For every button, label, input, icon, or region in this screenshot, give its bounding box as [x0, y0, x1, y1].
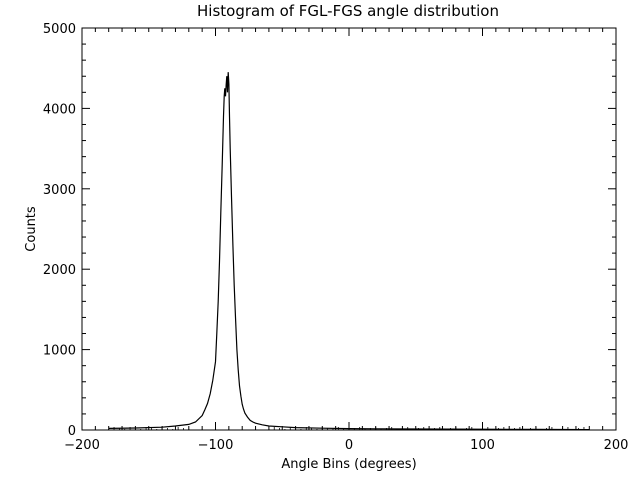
- y-tick-label: 4000: [43, 102, 76, 117]
- x-tick-label: 100: [470, 438, 495, 453]
- x-tick-label: −100: [198, 438, 234, 453]
- x-tick-labels: −200 −100 0 100 200: [64, 438, 628, 453]
- x-tick-label: 0: [345, 438, 353, 453]
- y-tick-labels: 0 1000 2000 3000 4000 5000: [43, 22, 76, 439]
- y-tick-label: 5000: [43, 22, 76, 37]
- series-line: [108, 72, 590, 431]
- y-tick-label: 2000: [43, 263, 76, 278]
- x-tick-label: 200: [604, 438, 629, 453]
- y-axis-label: Counts: [24, 206, 39, 252]
- x-tick-label: −200: [64, 438, 100, 453]
- baseline-noise: [108, 427, 590, 430]
- x-axis-label: Angle Bins (degrees): [281, 457, 416, 472]
- y-tick-label: 3000: [43, 183, 76, 198]
- y-tick-label: 1000: [43, 344, 76, 359]
- minor-ticks: [82, 28, 616, 430]
- y-tick-label: 0: [68, 424, 76, 439]
- chart-title: Histogram of FGL-FGS angle distribution: [197, 2, 499, 20]
